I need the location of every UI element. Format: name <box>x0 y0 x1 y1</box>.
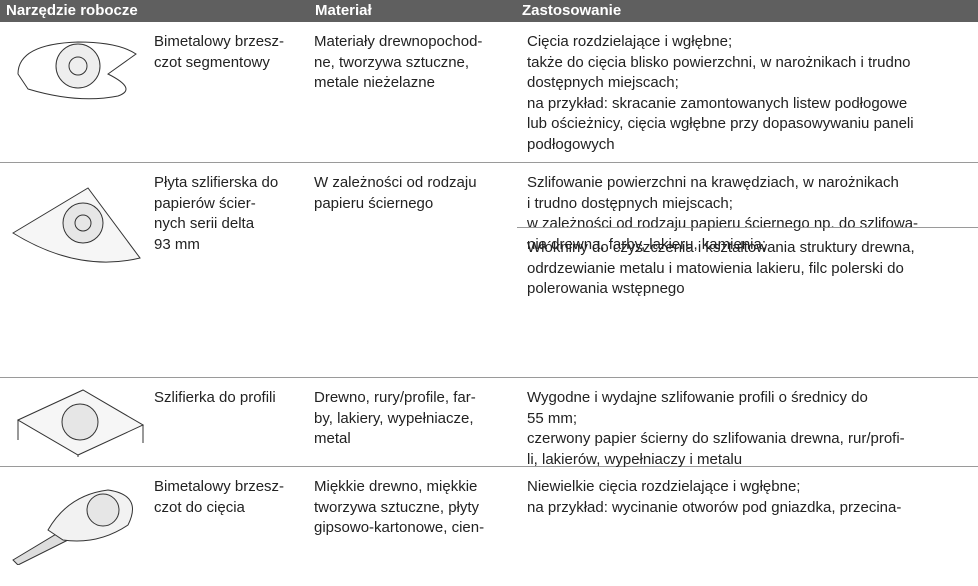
text-line: odrdzewianie metalu i matowienia lakieru… <box>527 259 904 277</box>
tool-image <box>12 489 133 565</box>
text-line: Szlifowanie powierzchni na krawędziach, … <box>527 174 899 191</box>
text-line: na przykład: wycinanie otworów pod gniaz… <box>527 498 902 516</box>
tool-image <box>16 389 145 457</box>
text-line: li, lakierów, wypełniaczy i metalu <box>527 450 743 468</box>
application: Niewielkie cięcia rozdzielające i wgłębn… <box>527 477 901 518</box>
tool-image <box>17 41 137 100</box>
text-line: polerowania wstępnego <box>527 280 685 298</box>
table-row: Bimetalowy brzesz-czot segmentowy Materia… <box>0 22 978 163</box>
text-line: Materiały drewnopochod- <box>314 33 483 50</box>
text-line: gipsowo-kartonowe, cien- <box>314 519 485 537</box>
text-line: Niewielkie cięcia rozdzielające i wgłębn… <box>527 478 801 495</box>
text-line: by, lakiery, wypełniacze, <box>314 409 474 427</box>
text-line: Bimetalowy brzesz- <box>154 478 285 495</box>
application: Włókniny do czyszczenia i kształtowania … <box>527 238 915 300</box>
text-line: Cięcia rozdzielające i wgłębne; <box>527 33 733 50</box>
table-header: Narzędzie robocze Materiał Zastosowanie <box>0 0 978 22</box>
text-line: Szlifierka do profili <box>154 389 276 406</box>
text-line: metale nieżelazne <box>314 74 435 92</box>
text-line: Wygodne i wydajne szlifowanie profili o … <box>527 389 868 406</box>
text-line: Miękkie drewno, miękkie <box>314 478 478 495</box>
text-line: Bimetalowy brzesz- <box>154 33 285 50</box>
material: Miękkie drewno, miękkie tworzywa sztuczne… <box>314 477 484 539</box>
header-cell: Materiał <box>315 2 372 19</box>
text-line: Płyta szlifierska do <box>154 174 279 191</box>
text-line: na przykład: skracanie zamontowanych lis… <box>527 94 908 112</box>
application: Cięcia rozdzielające i wgłębne; także do … <box>527 32 914 156</box>
text-line: dostępnych miejscach; <box>527 74 679 92</box>
text-line: 93 mm <box>154 235 200 253</box>
text-line: czot segmentowy <box>154 53 270 71</box>
application: Szlifowanie powierzchni na krawędziach, … <box>527 173 918 255</box>
text-line: czerwony papier ścierny do szlifowania d… <box>527 430 905 448</box>
text-line: nych serii delta <box>154 215 255 233</box>
text-line: Drewno, rury/profile, far- <box>314 389 476 406</box>
text-line: tworzywa sztuczne, płyty <box>314 498 480 516</box>
header-cell: Zastosowanie <box>522 2 622 19</box>
table-row: Płyta szlifierska do papierów ścier-nych … <box>0 163 978 378</box>
text-line: W zależności od rodzaju <box>314 174 477 191</box>
text-line: także do cięcia blisko powierzchni, w na… <box>527 53 911 71</box>
tool-name: Bimetalowy brzesz-czot segmentowy <box>154 32 284 73</box>
material: Materiały drewnopochod-ne, tworzywa sztu… <box>314 32 482 94</box>
table-row: Szlifierka do profili Drewno, rury/profil… <box>0 378 978 470</box>
text-line: i trudno dostępnych miejscach; <box>527 194 733 212</box>
text-line: podłogowych <box>527 135 615 153</box>
tool-name: Płyta szlifierska do papierów ścier-nych … <box>154 173 278 255</box>
tool-image <box>12 187 141 263</box>
application-block: Włókniny do czyszczenia i kształtowania … <box>517 227 978 378</box>
text-line: czot do cięcia <box>154 498 245 516</box>
text-line: nia drewna, farby, lakieru, kamienia; <box>527 235 767 253</box>
tool-name: Szlifierka do profili <box>154 388 276 409</box>
material: Drewno, rury/profile, far-by, lakiery, w… <box>314 388 476 450</box>
header-cell: Narzędzie robocze <box>6 2 138 19</box>
material: W zależności od rodzaju papieru ściernego <box>314 173 477 214</box>
text-line: lub ościeżnicy, cięcia wgłębne przy dopa… <box>527 115 914 133</box>
application: Wygodne i wydajne szlifowanie profili o … <box>527 388 905 470</box>
text-line: ne, tworzywa sztuczne, <box>314 53 470 71</box>
text-line: 55 mm; <box>527 409 578 427</box>
text-line: papierów ścier- <box>154 194 256 212</box>
text-line: papieru ściernego <box>314 194 434 212</box>
tool-name: Bimetalowy brzesz-czot do cięcia <box>154 477 284 518</box>
text-line: Włókniny do czyszczenia i kształtowania … <box>527 239 915 256</box>
table-row: Bimetalowy brzesz-czot do cięcia Miękkie … <box>0 467 978 586</box>
text-line: metal <box>314 430 351 448</box>
